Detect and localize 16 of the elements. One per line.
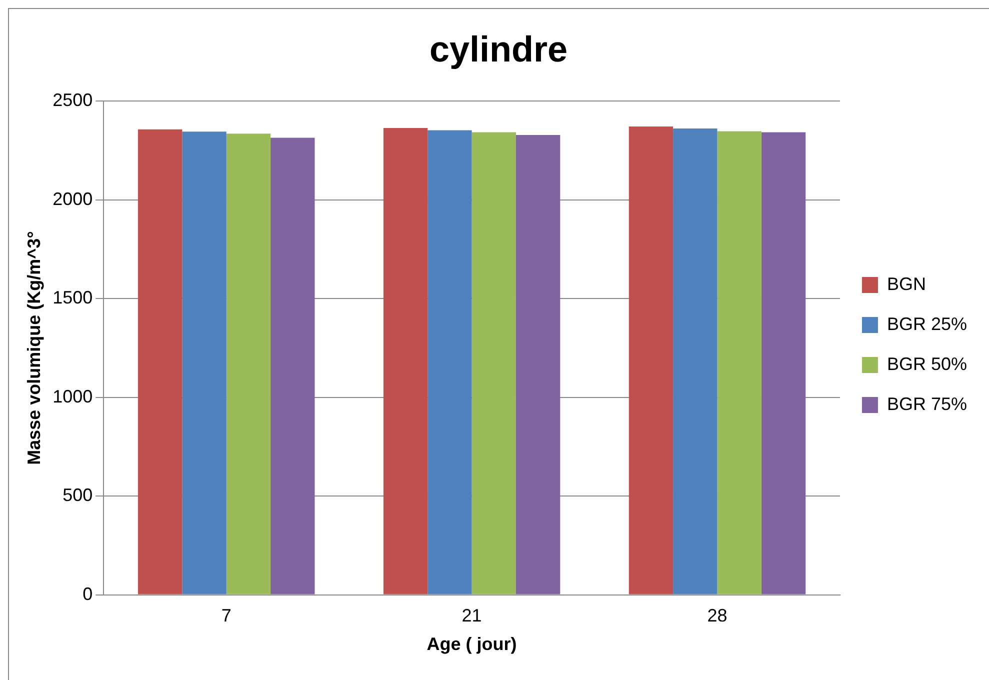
x-axis-title: Age ( jour) xyxy=(426,634,517,654)
legend-label: BGR 25% xyxy=(886,314,968,334)
y-tick-label: 1500 xyxy=(52,288,93,308)
legend-label: BGR 75% xyxy=(886,394,968,414)
x-tick-label: 21 xyxy=(462,606,482,626)
y-tick-label: 0 xyxy=(82,584,93,604)
y-tick-label: 2500 xyxy=(52,90,93,110)
x-tick-label: 7 xyxy=(221,606,232,626)
chart-title: cylindre xyxy=(429,28,568,70)
y-tick-label: 2000 xyxy=(52,188,93,209)
legend-label: BGN xyxy=(886,274,926,294)
y-tick-label: 1000 xyxy=(52,386,93,406)
y-axis-title: Masse volumique (Kg/m^3° xyxy=(24,231,44,465)
legend-label: BGR 50% xyxy=(886,354,968,374)
y-tick-label: 500 xyxy=(62,485,93,506)
x-tick-label: 28 xyxy=(707,606,728,626)
